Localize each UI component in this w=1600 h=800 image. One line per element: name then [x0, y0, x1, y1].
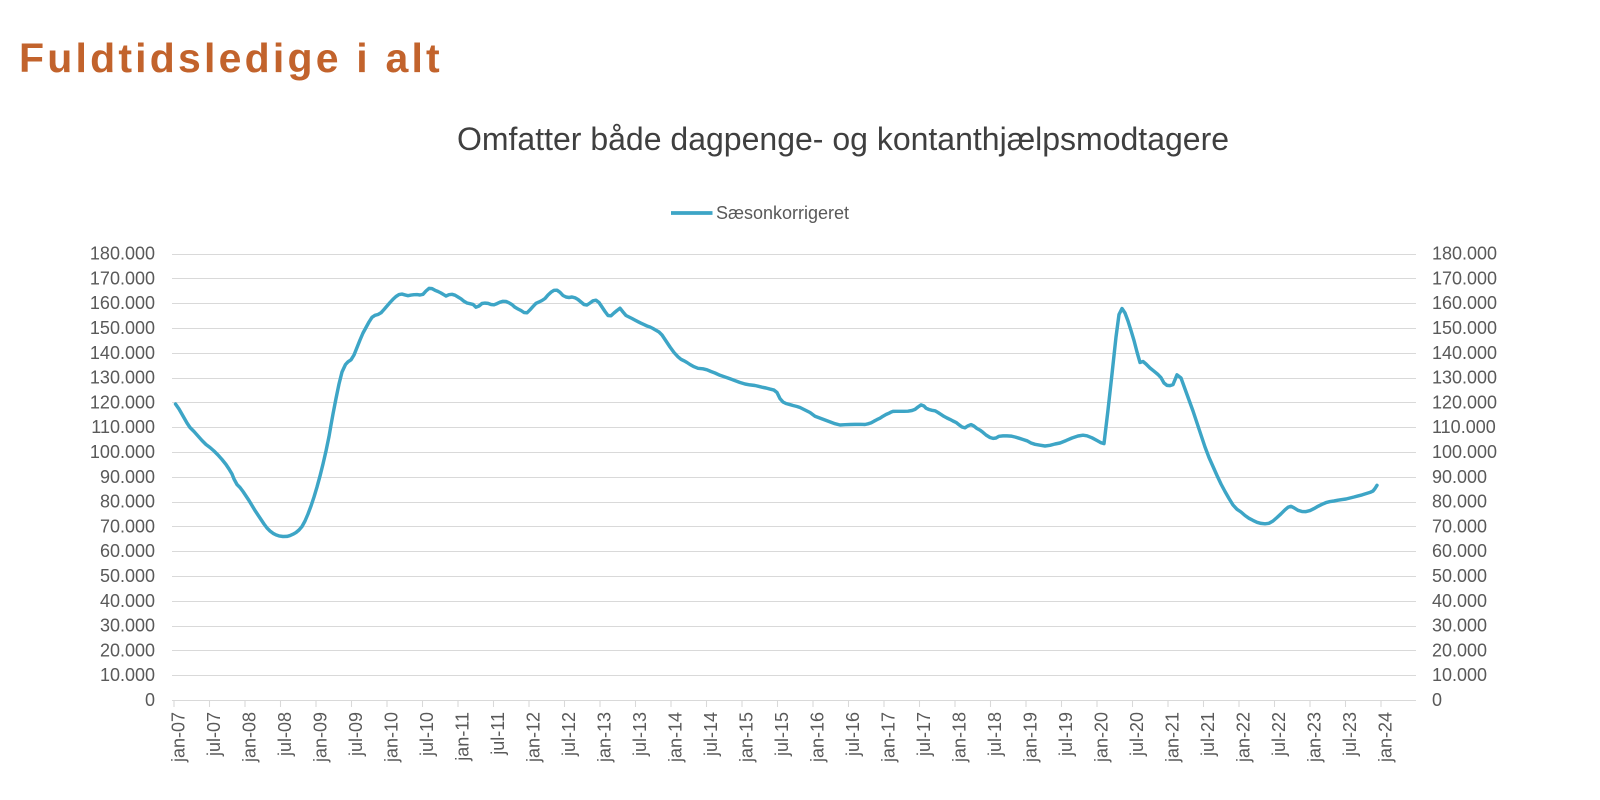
svg-text:10.000: 10.000 [100, 665, 155, 685]
svg-text:160.000: 160.000 [1432, 293, 1497, 313]
svg-text:Sæsonkorrigeret: Sæsonkorrigeret [716, 203, 849, 223]
svg-text:50.000: 50.000 [1432, 566, 1487, 586]
svg-text:140.000: 140.000 [90, 343, 155, 363]
svg-text:170.000: 170.000 [90, 268, 155, 288]
svg-text:120.000: 120.000 [1432, 392, 1497, 412]
svg-text:jul-18: jul-18 [985, 712, 1005, 757]
svg-text:20.000: 20.000 [100, 640, 155, 660]
svg-text:jul-22: jul-22 [1269, 712, 1289, 757]
svg-text:jan-16: jan-16 [808, 712, 828, 763]
svg-text:0: 0 [145, 690, 155, 710]
svg-text:110.000: 110.000 [91, 417, 155, 437]
svg-text:jul-19: jul-19 [1056, 712, 1076, 757]
svg-text:jul-10: jul-10 [417, 712, 437, 757]
svg-text:jul-14: jul-14 [701, 712, 721, 757]
svg-text:jul-12: jul-12 [559, 712, 579, 757]
svg-text:150.000: 150.000 [90, 318, 155, 338]
svg-text:jul-08: jul-08 [275, 712, 295, 757]
svg-text:jul-11: jul-11 [488, 712, 508, 756]
svg-text:jan-13: jan-13 [595, 712, 615, 763]
svg-text:180.000: 180.000 [90, 244, 155, 264]
svg-text:120.000: 120.000 [90, 392, 155, 412]
svg-text:70.000: 70.000 [100, 516, 155, 536]
svg-text:jul-09: jul-09 [346, 712, 366, 757]
svg-text:jan-24: jan-24 [1376, 712, 1396, 763]
svg-text:70.000: 70.000 [1432, 516, 1487, 536]
svg-text:170.000: 170.000 [1432, 268, 1497, 288]
svg-text:jan-18: jan-18 [950, 712, 970, 763]
svg-text:100.000: 100.000 [1432, 442, 1497, 462]
svg-text:80.000: 80.000 [100, 492, 155, 512]
svg-text:jan-20: jan-20 [1092, 712, 1112, 763]
svg-text:160.000: 160.000 [90, 293, 155, 313]
svg-text:jan-08: jan-08 [240, 712, 260, 763]
svg-text:130.000: 130.000 [1432, 368, 1497, 388]
svg-text:30.000: 30.000 [100, 616, 155, 636]
svg-text:60.000: 60.000 [1432, 541, 1487, 561]
svg-text:20.000: 20.000 [1432, 640, 1487, 660]
svg-text:jul-15: jul-15 [772, 712, 792, 757]
svg-text:50.000: 50.000 [100, 566, 155, 586]
svg-text:jan-10: jan-10 [382, 712, 402, 763]
svg-text:110.000: 110.000 [1432, 417, 1496, 437]
svg-text:jan-11: jan-11 [453, 712, 473, 762]
svg-text:jan-12: jan-12 [524, 712, 544, 763]
svg-text:10.000: 10.000 [1432, 665, 1487, 685]
svg-text:40.000: 40.000 [1432, 591, 1487, 611]
svg-text:jul-07: jul-07 [204, 712, 224, 757]
svg-text:jul-16: jul-16 [843, 712, 863, 757]
svg-text:jan-23: jan-23 [1305, 712, 1325, 763]
svg-text:jan-09: jan-09 [311, 712, 331, 763]
svg-text:jan-15: jan-15 [737, 712, 757, 763]
svg-text:30.000: 30.000 [1432, 616, 1487, 636]
svg-text:150.000: 150.000 [1432, 318, 1497, 338]
svg-text:0: 0 [1432, 690, 1442, 710]
svg-text:jul-20: jul-20 [1127, 712, 1147, 757]
svg-text:100.000: 100.000 [90, 442, 155, 462]
svg-text:130.000: 130.000 [90, 368, 155, 388]
svg-text:90.000: 90.000 [1432, 467, 1487, 487]
svg-text:jul-21: jul-21 [1198, 712, 1218, 757]
svg-text:jan-21: jan-21 [1163, 712, 1183, 763]
svg-text:140.000: 140.000 [1432, 343, 1497, 363]
svg-text:40.000: 40.000 [100, 591, 155, 611]
svg-text:90.000: 90.000 [100, 467, 155, 487]
svg-text:180.000: 180.000 [1432, 244, 1497, 264]
svg-text:jan-17: jan-17 [879, 712, 899, 763]
svg-text:jul-23: jul-23 [1340, 712, 1360, 757]
svg-text:jan-07: jan-07 [169, 712, 189, 763]
svg-text:jan-22: jan-22 [1234, 712, 1254, 763]
svg-text:80.000: 80.000 [1432, 492, 1487, 512]
svg-text:jul-17: jul-17 [914, 712, 934, 757]
svg-text:jan-19: jan-19 [1021, 712, 1041, 763]
svg-text:60.000: 60.000 [100, 541, 155, 561]
svg-text:jan-14: jan-14 [666, 712, 686, 763]
svg-text:jul-13: jul-13 [630, 712, 650, 757]
